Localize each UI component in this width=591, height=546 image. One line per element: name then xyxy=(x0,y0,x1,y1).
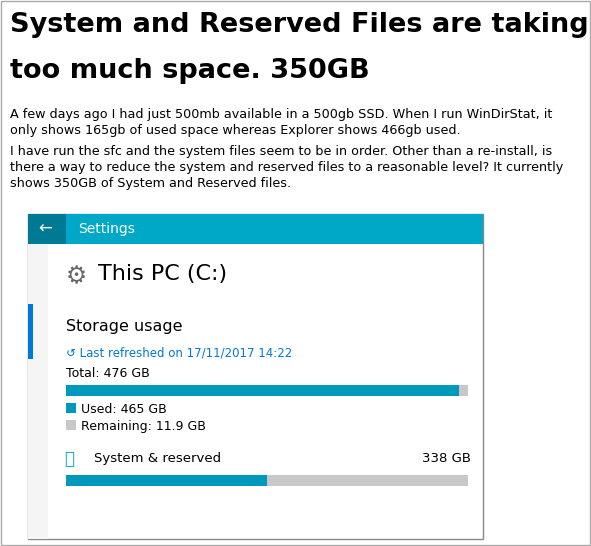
Bar xyxy=(66,475,468,486)
Text: Used: 465 GB: Used: 465 GB xyxy=(81,403,167,416)
Bar xyxy=(66,420,76,430)
Text: Storage usage: Storage usage xyxy=(66,319,183,334)
Text: 🖥: 🖥 xyxy=(64,450,74,468)
Text: Settings: Settings xyxy=(78,222,135,236)
Bar xyxy=(28,244,48,539)
Bar xyxy=(66,385,459,396)
Bar xyxy=(28,214,483,244)
Text: only shows 165gb of used space whereas Explorer shows 466gb used.: only shows 165gb of used space whereas E… xyxy=(10,124,460,137)
Bar xyxy=(28,214,66,244)
Text: This PC (C:): This PC (C:) xyxy=(98,264,227,284)
Bar xyxy=(66,385,468,396)
Text: I have run the sfc and the system files seem to be in order. Other than a re-ins: I have run the sfc and the system files … xyxy=(10,145,552,158)
Text: ↺ Last refreshed on 17/11/2017 14:22: ↺ Last refreshed on 17/11/2017 14:22 xyxy=(66,347,293,360)
Bar xyxy=(66,475,267,486)
Text: System & reserved: System & reserved xyxy=(94,452,221,465)
Text: A few days ago I had just 500mb available in a 500gb SSD. When I run WinDirStat,: A few days ago I had just 500mb availabl… xyxy=(10,108,553,121)
Text: too much space. 350GB: too much space. 350GB xyxy=(10,58,369,84)
Text: ⚙: ⚙ xyxy=(66,264,87,288)
Text: Remaining: 11.9 GB: Remaining: 11.9 GB xyxy=(81,420,206,433)
Text: Total: 476 GB: Total: 476 GB xyxy=(66,367,150,380)
Text: System and Reserved Files are taking: System and Reserved Files are taking xyxy=(10,12,589,38)
Text: there a way to reduce the system and reserved files to a reasonable level? It cu: there a way to reduce the system and res… xyxy=(10,161,563,174)
Bar xyxy=(28,214,483,539)
Text: 338 GB: 338 GB xyxy=(422,452,471,465)
Bar xyxy=(66,403,76,413)
Text: shows 350GB of System and Reserved files.: shows 350GB of System and Reserved files… xyxy=(10,177,291,190)
Text: ←: ← xyxy=(38,220,52,238)
Bar xyxy=(28,304,33,359)
